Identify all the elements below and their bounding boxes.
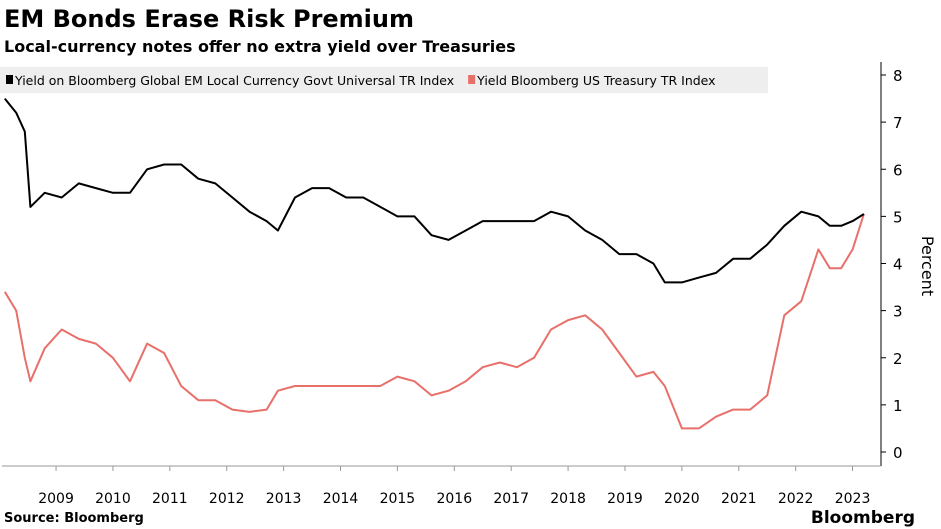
legend-label: Yield Bloomberg US Treasury TR Index [476,73,715,88]
series-line [4,97,865,284]
x-tick-label: 2011 [152,491,188,507]
x-tick-label: 2019 [607,491,643,507]
y-tick-label: 6 [893,161,903,179]
y-tick-label: 7 [893,114,903,132]
y-tick-label: 4 [893,256,903,274]
x-tick-label: 2009 [38,491,74,507]
x-tick-label: 2018 [550,491,586,507]
x-tick-label: 2013 [266,491,302,507]
y-tick-label: 2 [893,350,903,368]
chart-title: EM Bonds Erase Risk Premium [4,5,414,33]
legend-label: Yield on Bloomberg Global EM Local Curre… [14,73,454,88]
x-tick-label: 2012 [209,491,245,507]
legend-swatch [6,75,13,84]
legend-swatch [468,75,476,84]
x-tick-label: 2022 [778,491,814,507]
x-tick-label: 2010 [95,491,131,507]
series-line [3,213,865,430]
y-tick-label: 1 [893,397,903,415]
chart-subtitle: Local-currency notes offer no extra yiel… [4,37,516,56]
x-tick-label: 2020 [664,491,700,507]
legend-background [0,67,768,93]
x-tick-label: 2016 [436,491,472,507]
y-tick-label: 3 [893,303,903,321]
y-tick-label: 0 [893,444,903,462]
y-tick-label: 8 [893,67,903,85]
x-tick-label: 2015 [380,491,416,507]
y-tick-label: 5 [893,208,903,226]
source: Source: Bloomberg [4,511,144,526]
y-axis-label: Percent [918,236,937,296]
x-tick-label: 2021 [721,491,757,507]
brand: Bloomberg [811,508,915,528]
x-tick-label: 2023 [835,491,871,507]
x-tick-label: 2014 [323,491,359,507]
x-tick-label: 2017 [493,491,529,507]
